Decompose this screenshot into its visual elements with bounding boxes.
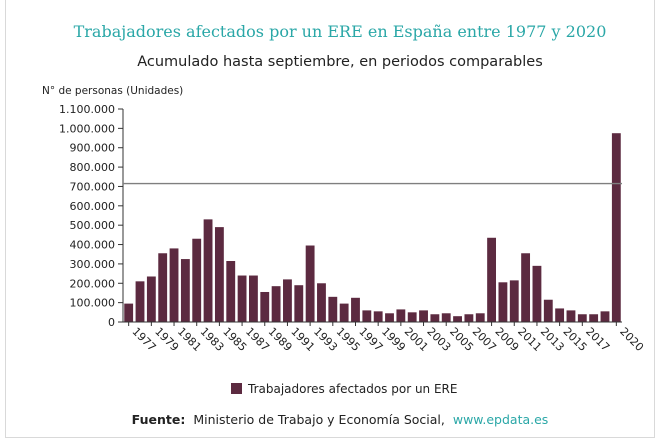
bar-2010[interactable] (498, 282, 508, 322)
y-tick-label: 1.100.000 (59, 103, 115, 116)
bar-2003[interactable] (419, 310, 428, 322)
x-tick-label: 2009 (492, 325, 521, 354)
x-tick-label: 1999 (379, 325, 408, 354)
y-tick-label: 500.000 (70, 219, 116, 232)
y-axis-label: N° de personas (Unidades) (42, 85, 183, 97)
bar-2012[interactable] (521, 253, 531, 322)
bar-1986[interactable] (226, 261, 236, 322)
y-tick-label: 0 (108, 316, 115, 329)
y-tick-label: 200.000 (70, 277, 116, 290)
bar-2014[interactable] (543, 299, 553, 322)
bar-2017[interactable] (577, 314, 587, 322)
y-tick-label: 800.000 (70, 161, 116, 174)
bar-1995[interactable] (328, 296, 338, 322)
y-tick-label: 700.000 (70, 180, 116, 193)
bar-1987[interactable] (237, 275, 247, 322)
y-tick-label: 600.000 (70, 200, 116, 213)
x-tick-label: 1981 (175, 325, 204, 354)
x-tick-label: 2005 (447, 325, 476, 354)
bar-1978[interactable] (135, 281, 145, 322)
x-tick-label: 2003 (424, 325, 453, 354)
x-tick-label: 1987 (243, 325, 272, 354)
bar-1996[interactable] (339, 303, 349, 322)
bar-1981[interactable] (169, 248, 179, 322)
bars (124, 133, 621, 322)
bar-1979[interactable] (146, 276, 156, 322)
bar-1993[interactable] (305, 245, 315, 322)
x-tick-label: 2007 (470, 325, 499, 354)
x-tick-label: 2020 (617, 325, 646, 354)
bar-1983[interactable] (192, 238, 202, 322)
y-tick-label: 400.000 (70, 239, 116, 252)
bar-2006[interactable] (453, 316, 462, 322)
x-tick-label: 2017 (583, 325, 612, 354)
x-tick-label: 1979 (152, 325, 181, 354)
source-link[interactable]: www.epdata.es (453, 412, 548, 427)
bar-1999[interactable] (373, 311, 383, 322)
y-axis: 0 100.000 200.000 300.000 400.000 500.000 600.… (59, 103, 124, 329)
chart-card (5, 0, 655, 438)
bar-2020[interactable] (611, 133, 621, 322)
bar-1994[interactable] (317, 283, 326, 322)
y-tick-label: 100.000 (70, 297, 116, 310)
x-tick-label: 2001 (402, 325, 431, 354)
chart-title: Trabajadores afectados por un ERE en Esp… (74, 22, 607, 41)
source-label: Fuente: (132, 412, 186, 427)
x-tick-label: 2015 (561, 325, 590, 354)
x-tick-label: 1993 (311, 325, 340, 354)
x-tick-label: 1991 (288, 325, 317, 354)
bar-2002[interactable] (407, 312, 417, 322)
bar-2018[interactable] (589, 314, 599, 322)
x-tick-label: 2011 (515, 325, 544, 354)
x-tick-label: 1997 (356, 325, 385, 354)
x-tick-label: 1985 (220, 325, 249, 354)
bar-1985[interactable] (214, 227, 224, 322)
legend[interactable]: Trabajadores afectados por un ERE (231, 382, 457, 396)
chart-subtitle: Acumulado hasta septiembre, en periodos … (137, 54, 543, 70)
bar-1998[interactable] (362, 310, 372, 322)
x-tick-label: 1995 (334, 325, 363, 354)
bar-2008[interactable] (475, 313, 485, 322)
y-tick-label: 1.000.000 (59, 122, 115, 135)
bar-1991[interactable] (283, 279, 292, 322)
bar-1990[interactable] (271, 286, 281, 322)
x-tick-label: 1977 (130, 325, 159, 354)
bar-2015[interactable] (555, 308, 565, 322)
source-text: Ministerio de Trabajo y Economía Social, (193, 412, 445, 427)
x-tick-label: 2013 (538, 325, 567, 354)
bar-1992[interactable] (294, 285, 304, 322)
legend-label: Trabajadores afectados por un ERE (247, 382, 457, 396)
legend-swatch (231, 383, 242, 394)
bar-2016[interactable] (566, 310, 576, 322)
bar-1980[interactable] (158, 253, 168, 322)
bar-2004[interactable] (430, 314, 440, 322)
source-footer: Fuente: Ministerio de Trabajo y Economía… (132, 412, 549, 427)
bar-2009[interactable] (487, 237, 497, 322)
x-tick-label: 1983 (198, 325, 227, 354)
bar-2019[interactable] (600, 311, 610, 322)
bar-2005[interactable] (441, 313, 451, 322)
y-tick-label: 300.000 (70, 258, 116, 271)
y-tick-label: 900.000 (70, 142, 116, 155)
bar-1997[interactable] (351, 297, 360, 322)
bar-2007[interactable] (464, 314, 474, 322)
bar-1988[interactable] (248, 275, 258, 322)
bar-1977[interactable] (124, 303, 134, 322)
bar-1982[interactable] (180, 259, 190, 322)
bar-1984[interactable] (203, 219, 213, 322)
bar-1989[interactable] (260, 291, 270, 322)
bar-2011[interactable] (509, 280, 519, 322)
x-tick-label: 1989 (266, 325, 295, 354)
bar-2001[interactable] (396, 309, 406, 322)
bar-2013[interactable] (532, 265, 542, 322)
bar-2000[interactable] (385, 313, 394, 322)
x-axis: 1977197919811983198519871989199119931995… (123, 321, 646, 354)
